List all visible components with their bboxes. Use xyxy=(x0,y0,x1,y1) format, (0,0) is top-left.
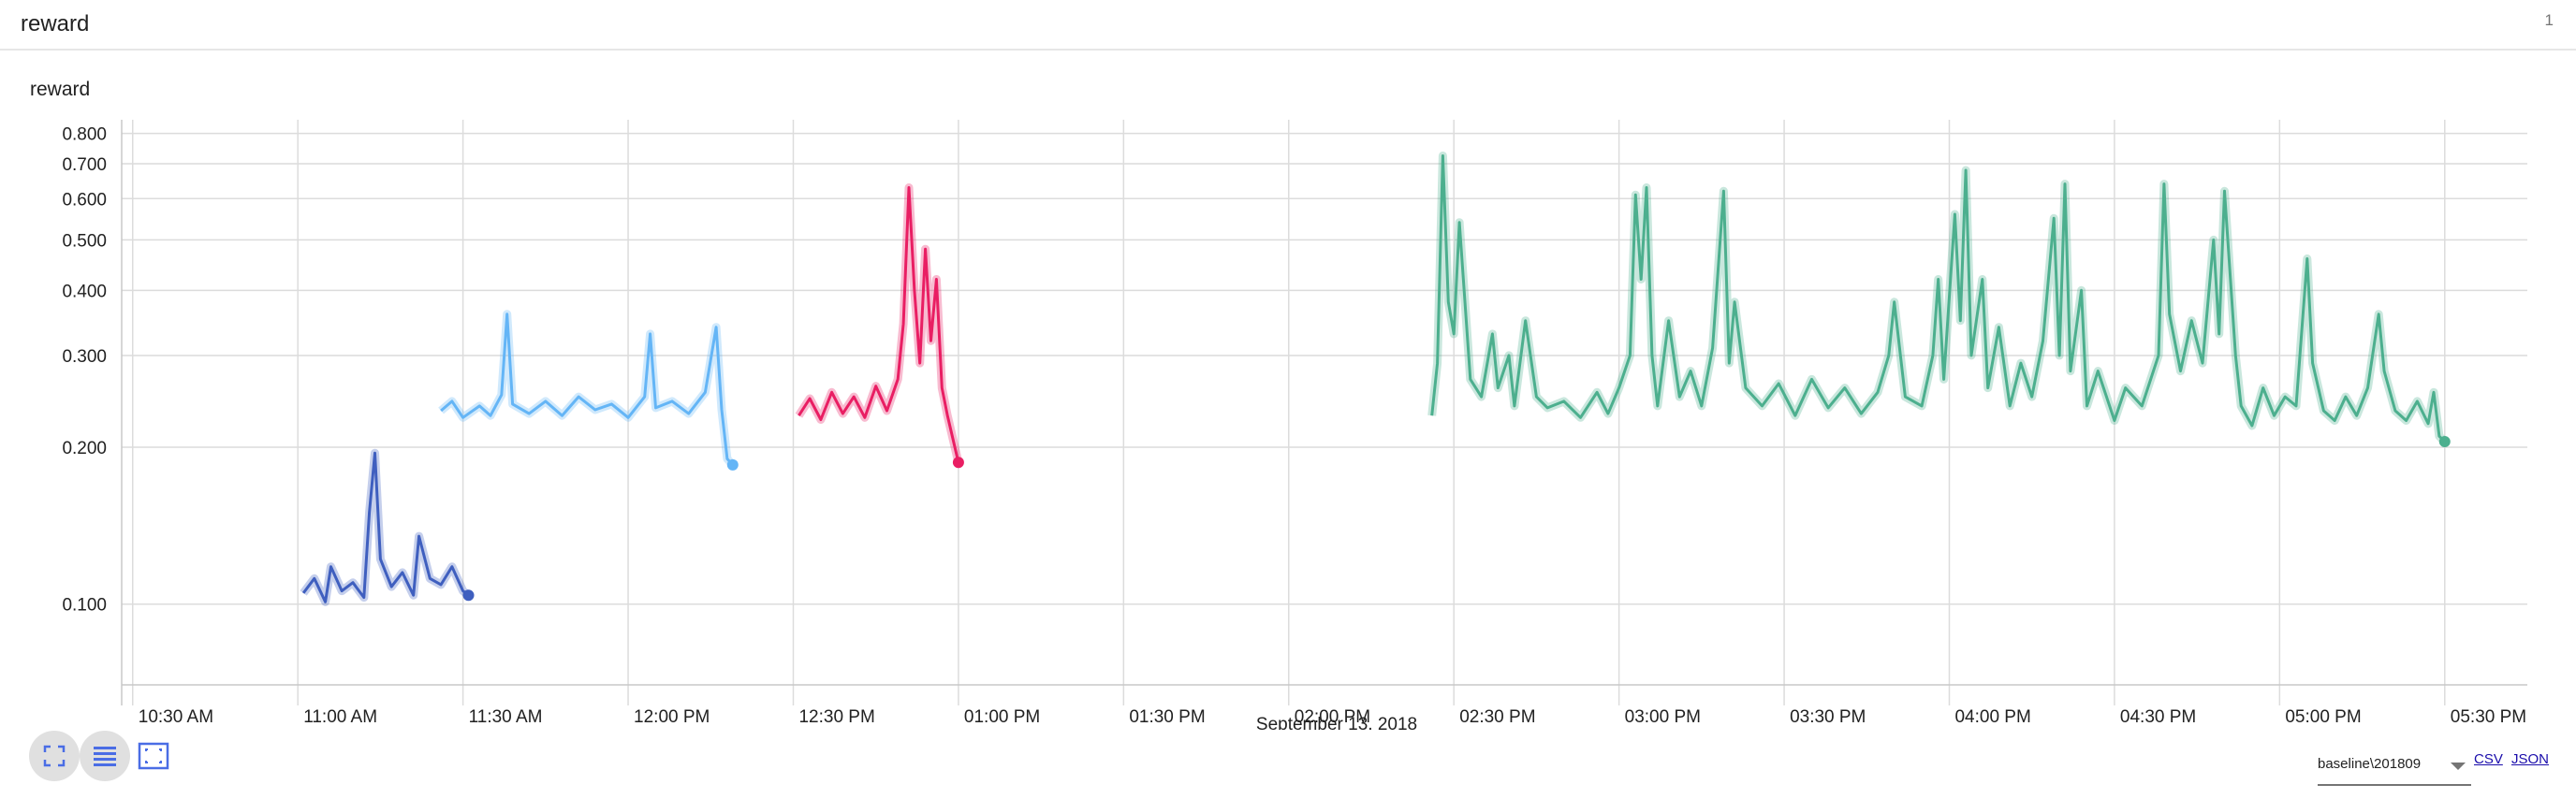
y-tick-label: 0.600 xyxy=(62,190,107,210)
toggle-log-scale-button[interactable] xyxy=(80,731,130,781)
x-axis-title: September 13, 2018 xyxy=(1256,715,1417,730)
series-end-marker-0 xyxy=(462,589,475,602)
x-tick-label: 04:00 PM xyxy=(1954,707,2030,727)
y-tick-label: 0.300 xyxy=(62,347,107,367)
series-raw-line-2 xyxy=(795,183,963,464)
series-end-marker-3 xyxy=(2438,436,2451,448)
series-layer xyxy=(300,152,2451,606)
chart-title: reward xyxy=(30,79,91,100)
series-line-3 xyxy=(1430,154,2446,443)
series-line-0 xyxy=(301,451,470,603)
series-line-1 xyxy=(440,312,734,466)
series-line-2 xyxy=(798,186,960,463)
x-tick-label: 04:30 PM xyxy=(2120,707,2196,727)
x-tick-label: 12:30 PM xyxy=(798,707,874,727)
x-tick-label: 11:00 AM xyxy=(303,707,377,727)
card-count: 1 xyxy=(2544,11,2554,29)
download-json-link[interactable]: JSON xyxy=(2511,751,2550,767)
reward-chart[interactable]: 0.100 0.200 0.300 0.400 0.500 0.600 0.700 0.800… xyxy=(0,112,2576,730)
list-icon xyxy=(94,747,116,766)
card-title: reward xyxy=(21,11,90,36)
run-select-value: baseline\201809 xyxy=(2318,756,2422,772)
grid-layer xyxy=(121,120,2527,705)
card-header[interactable]: reward 1 xyxy=(0,0,2576,51)
x-tick-label: 01:30 PM xyxy=(1129,707,1205,727)
y-tick-label: 0.500 xyxy=(62,231,107,251)
series-end-marker-1 xyxy=(726,458,739,471)
x-axis: 10:30 AM 11:00 AM 11:30 AM 12:00 PM 12:30 PM… xyxy=(139,707,2526,727)
x-tick-label: 03:30 PM xyxy=(1790,707,1866,727)
series-raw-line-1 xyxy=(438,310,737,468)
download-csv-link[interactable]: CSV xyxy=(2474,751,2503,767)
fullscreen-icon xyxy=(43,745,66,767)
y-tick-label: 0.800 xyxy=(62,125,107,145)
x-tick-label: 11:30 AM xyxy=(469,707,543,727)
fit-domain-icon xyxy=(138,742,169,770)
x-tick-label: 01:00 PM xyxy=(964,707,1040,727)
run-select[interactable]: baseline\201809 xyxy=(2318,748,2471,786)
chevron-down-icon xyxy=(2451,763,2466,770)
x-tick-label: 05:30 PM xyxy=(2451,707,2526,727)
fullscreen-button[interactable] xyxy=(29,731,80,781)
y-tick-label: 0.700 xyxy=(62,155,107,175)
y-tick-label: 0.200 xyxy=(62,439,107,458)
x-tick-label: 03:00 PM xyxy=(1625,707,1701,727)
fit-domain-button[interactable] xyxy=(128,731,179,781)
y-tick-label: 0.400 xyxy=(62,282,107,301)
x-tick-label: 12:00 PM xyxy=(634,707,710,727)
x-tick-label: 02:30 PM xyxy=(1459,707,1535,727)
x-tick-label: 10:30 AM xyxy=(139,707,213,727)
x-tick-label: 05:00 PM xyxy=(2285,707,2361,727)
y-axis: 0.100 0.200 0.300 0.400 0.500 0.600 0.700 0.800 xyxy=(62,125,107,616)
y-tick-label: 0.100 xyxy=(62,596,107,616)
x-tick-label: 02:00 PM xyxy=(1295,707,1370,727)
series-end-marker-2 xyxy=(952,457,964,469)
